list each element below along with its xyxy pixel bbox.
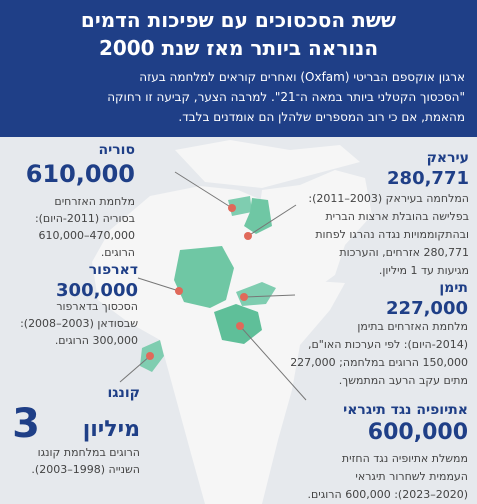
leader-line: [119, 355, 151, 383]
leader-line: [137, 277, 180, 292]
conflict-name: תימן: [439, 280, 468, 296]
marker: [244, 232, 252, 240]
sudan: [174, 246, 234, 308]
conflict-description: 470,000–610,000: [38, 229, 136, 242]
conflict-name: דארפור: [88, 262, 138, 278]
marker: [228, 204, 236, 212]
markers: [146, 204, 252, 360]
conflict-description: 150,000 הרוגים במלחמה; 227,000: [290, 356, 468, 369]
marker: [236, 322, 244, 330]
subtitle-line: "הסכסוך הקטלני ביותר במאה ה־21". למרבה ה…: [107, 90, 465, 104]
conflict-description: העממית לשחרור תיגראי: [355, 470, 468, 483]
conflict-description: מגיעות עד 1 מיליון.: [378, 264, 469, 277]
marker: [240, 293, 248, 301]
conflict-description: הרוגים.: [100, 246, 135, 259]
conflict-description: בפלישה בהובלת ארצות הברית: [325, 210, 469, 223]
conflict-figure: 227,000: [386, 298, 468, 319]
conflict-description: ובהתקוממויות נגדה נהרגו לפחות: [315, 228, 469, 241]
conflict-description: 280,771 אזרחים, והערכות: [339, 246, 469, 259]
marker: [175, 287, 183, 295]
title-line: הנוראה ביותר מאז שנת 2000: [98, 36, 379, 60]
conflict-description: מתים עקב הרעב המתמשך.: [338, 374, 468, 387]
conflict-figure: 600,000: [367, 420, 468, 445]
conflict-figure: 610,000: [25, 160, 135, 188]
conflict-name: עיראק: [426, 150, 469, 166]
conflict-name: סוריה: [98, 142, 136, 158]
conflict-figure: 300,000: [56, 280, 138, 301]
conflict-description: (2014-היום): לפי הערכות האו"ם,: [308, 338, 468, 351]
leader-line: [243, 294, 296, 298]
leader-line: [247, 204, 297, 237]
leader-line: [239, 325, 307, 401]
conflict-figure: 3: [12, 401, 40, 447]
conflict-description: מלחמת האזרחים בתימן: [357, 320, 468, 333]
conflict-description: שבסודאן (2003–2008):: [20, 317, 138, 330]
conflict-name: אתיופיה נגד תיגראי: [343, 402, 468, 418]
subtitle-line: ארגון אוקספם הבריטי (Oxfam) ואחרים קוראי…: [139, 70, 465, 84]
conflict-description: השנייה (1998–2003).: [31, 463, 140, 476]
europe: [175, 140, 360, 188]
title-line: ששת הסכסוכים עם שפיכות הדמים: [80, 8, 397, 32]
conflict-description: ממשלת אתיופיה נגד החזית: [341, 452, 468, 465]
conflict-name: קונגו: [107, 385, 140, 401]
leader-lines: [119, 171, 307, 401]
subtitle-line: מהאמת, אם כי רוב המספרים שלהלן הם אומדני…: [178, 110, 465, 124]
conflict-description: הרוגים במלחמת קונגו: [37, 446, 140, 459]
conflict-description: (2020–2023): 600,000 הרוגים.: [307, 488, 468, 501]
conflict-description: הסכסוך בדארפור: [56, 300, 138, 313]
conflict-figure-unit: מיליון: [82, 417, 140, 442]
header: [0, 0, 477, 137]
conflict-figure: 280,771: [387, 168, 469, 189]
marker: [146, 352, 154, 360]
conflict-description: 300,000 הרוגים.: [54, 334, 138, 347]
conflict-description: מלחמת האזרחים: [54, 195, 135, 208]
leader-line: [174, 171, 233, 209]
conflict-description: המלחמה בעיראק (2003–2011):: [308, 192, 469, 205]
middle-east: [255, 170, 372, 300]
conflict-description: בסוריה (2011-היום):: [34, 212, 135, 225]
